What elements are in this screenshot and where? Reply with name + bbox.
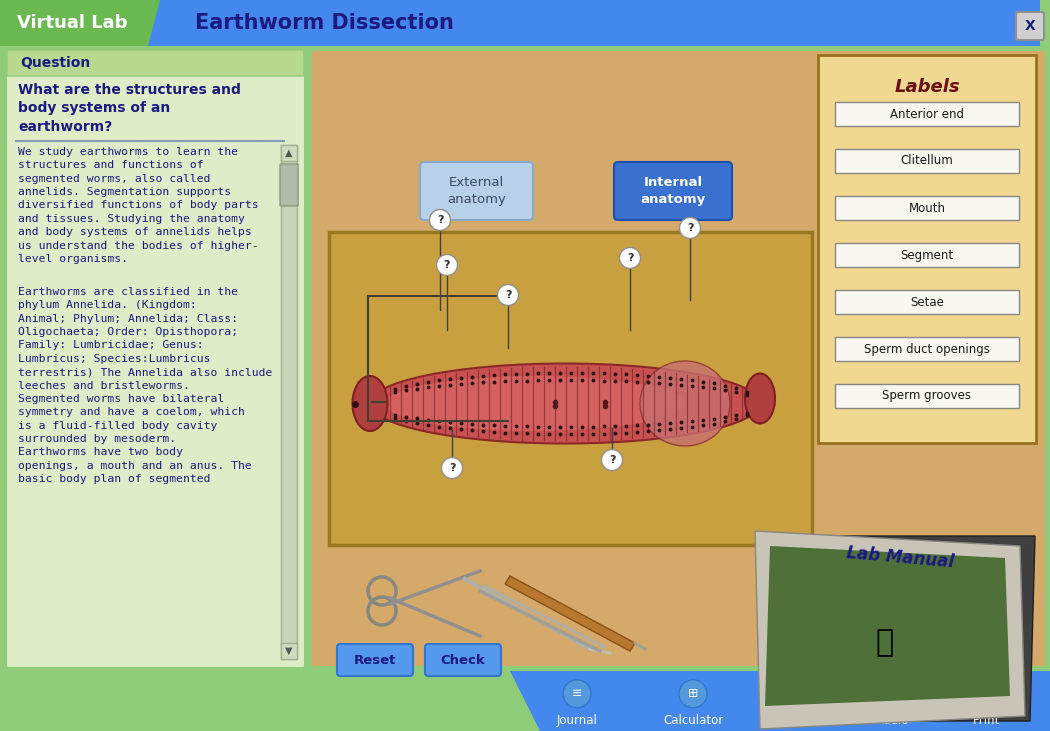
Bar (0, 0, 1050, 46)
Text: Audio: Audio (877, 713, 909, 727)
Text: Virtual Lab: Virtual Lab (17, 14, 127, 32)
Text: 🐛: 🐛 (876, 629, 895, 657)
Text: Segment: Segment (901, 249, 953, 262)
FancyBboxPatch shape (835, 337, 1018, 361)
Text: ▲: ▲ (286, 148, 293, 158)
Text: ◎: ◎ (887, 687, 899, 700)
Circle shape (437, 254, 458, 276)
Ellipse shape (640, 361, 730, 446)
Circle shape (679, 218, 700, 238)
Text: Clitellum: Clitellum (901, 154, 953, 167)
Ellipse shape (353, 376, 387, 431)
Bar (0, 671, 1050, 731)
FancyBboxPatch shape (337, 644, 413, 676)
Text: ?: ? (444, 260, 450, 270)
FancyBboxPatch shape (281, 145, 297, 161)
Text: Internal
anatomy: Internal anatomy (640, 176, 706, 205)
Polygon shape (765, 546, 1010, 706)
Circle shape (563, 680, 591, 708)
Polygon shape (765, 536, 1035, 721)
FancyBboxPatch shape (835, 243, 1018, 267)
Text: Mouth: Mouth (908, 202, 945, 214)
Text: What are the structures and
body systems of an
earthworm?: What are the structures and body systems… (18, 83, 240, 134)
Polygon shape (505, 576, 635, 651)
FancyBboxPatch shape (835, 149, 1018, 173)
Text: Sperm duct openings: Sperm duct openings (864, 343, 990, 355)
Text: Earthworms are classified in the
phylum Annelida. (Kingdom:
Animal; Phylum; Anne: Earthworms are classified in the phylum … (18, 287, 272, 484)
Text: ?: ? (437, 215, 443, 225)
Circle shape (679, 680, 707, 708)
FancyBboxPatch shape (281, 643, 297, 659)
FancyBboxPatch shape (280, 164, 298, 206)
Text: ?: ? (505, 290, 511, 300)
Text: We study earthworms to learn the
structures and functions of
segmented worms, al: We study earthworms to learn the structu… (18, 147, 258, 264)
Text: ?: ? (687, 223, 693, 233)
Circle shape (973, 680, 1001, 708)
Text: Labels: Labels (895, 78, 960, 96)
Ellipse shape (746, 374, 775, 423)
FancyBboxPatch shape (420, 162, 533, 220)
FancyBboxPatch shape (818, 55, 1036, 443)
Text: Check: Check (441, 654, 485, 667)
Text: Setae: Setae (910, 295, 944, 308)
FancyBboxPatch shape (329, 232, 812, 545)
Text: Lab Manual: Lab Manual (845, 545, 954, 572)
Text: ▼: ▼ (286, 646, 293, 656)
Text: ⊞: ⊞ (688, 687, 698, 700)
Polygon shape (755, 531, 1025, 729)
Text: Question: Question (20, 56, 90, 70)
Text: ≡: ≡ (572, 687, 583, 700)
Text: ?: ? (609, 455, 615, 465)
FancyBboxPatch shape (835, 196, 1018, 220)
Circle shape (498, 284, 519, 306)
FancyBboxPatch shape (7, 50, 304, 76)
FancyBboxPatch shape (835, 290, 1018, 314)
Text: Sperm grooves: Sperm grooves (882, 390, 971, 403)
FancyBboxPatch shape (835, 384, 1018, 408)
FancyBboxPatch shape (614, 162, 732, 220)
Ellipse shape (385, 376, 685, 431)
Polygon shape (510, 671, 1050, 731)
Text: Earthworm Dissection: Earthworm Dissection (195, 13, 454, 33)
Text: ?: ? (448, 463, 456, 473)
Polygon shape (0, 0, 160, 46)
Polygon shape (120, 0, 1040, 46)
Text: ⊟: ⊟ (982, 687, 992, 700)
Text: Journal: Journal (556, 713, 597, 727)
Circle shape (879, 680, 907, 708)
Circle shape (441, 458, 462, 479)
Text: ?: ? (627, 253, 633, 263)
FancyBboxPatch shape (425, 644, 501, 676)
FancyBboxPatch shape (6, 49, 304, 668)
FancyBboxPatch shape (835, 102, 1018, 126)
Text: Calculator: Calculator (663, 713, 723, 727)
Text: Print: Print (973, 713, 1001, 727)
Text: Anterior end: Anterior end (890, 107, 964, 121)
Text: X: X (1025, 19, 1035, 33)
Circle shape (429, 210, 450, 230)
Ellipse shape (370, 363, 760, 444)
FancyBboxPatch shape (281, 145, 297, 659)
Circle shape (620, 248, 640, 268)
Text: Reset: Reset (354, 654, 396, 667)
Bar (312, 51, 1045, 666)
Circle shape (602, 450, 623, 471)
FancyBboxPatch shape (1016, 12, 1044, 40)
Text: External
anatomy: External anatomy (447, 176, 506, 205)
